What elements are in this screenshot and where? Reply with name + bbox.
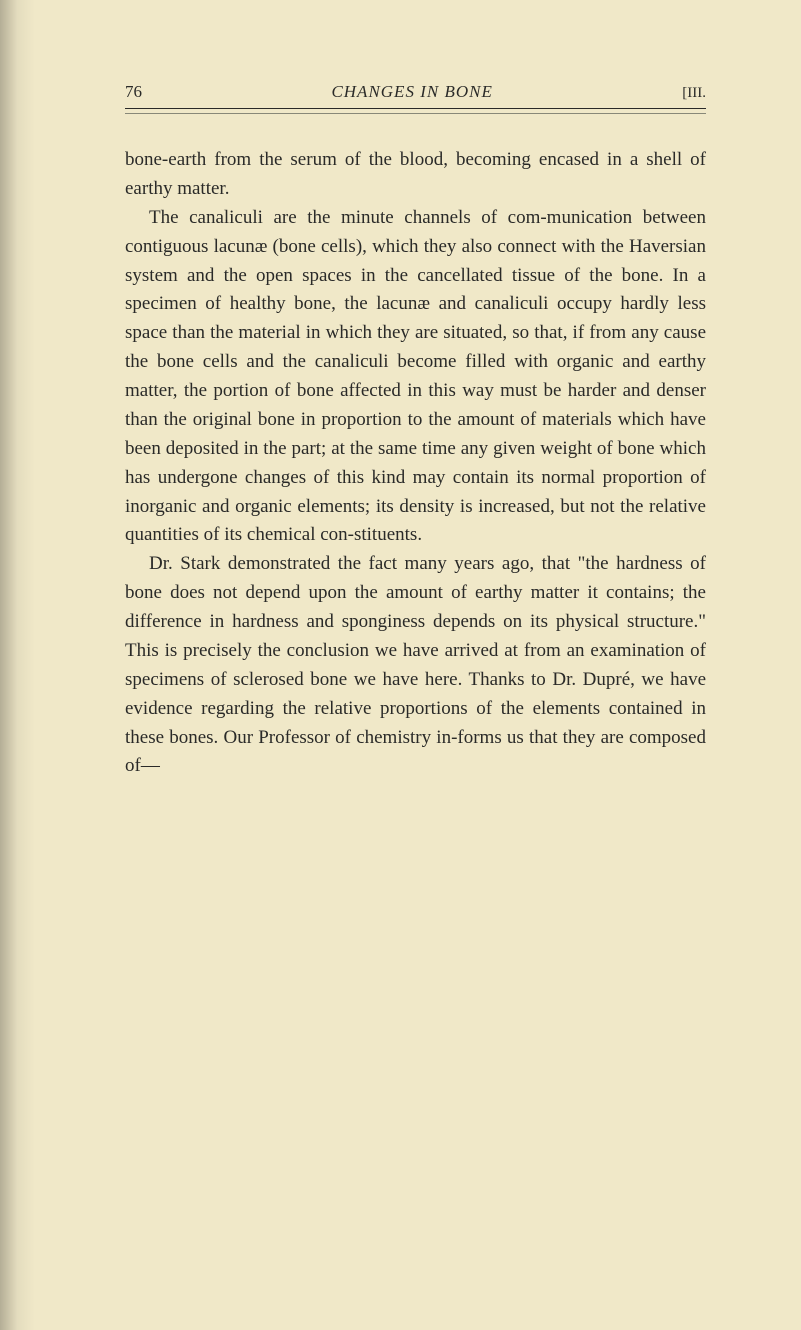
body-text: bone-earth from the serum of the blood, …: [125, 146, 706, 781]
paragraph-2: The canaliculi are the minute channels o…: [125, 204, 706, 551]
page-binding-shadow: [0, 0, 35, 1330]
header-rule-secondary: [125, 113, 706, 114]
page-header: 76 CHANGES IN BONE [III.: [125, 82, 706, 109]
paragraph-1: bone-earth from the serum of the blood, …: [125, 146, 706, 204]
chapter-mark: [III.: [682, 85, 706, 102]
running-title: CHANGES IN BONE: [331, 82, 492, 102]
paragraph-3: Dr. Stark demonstrated the fact many yea…: [125, 550, 706, 781]
page-number: 76: [125, 82, 142, 102]
page-content: 76 CHANGES IN BONE [III. bone-earth from…: [0, 0, 801, 871]
